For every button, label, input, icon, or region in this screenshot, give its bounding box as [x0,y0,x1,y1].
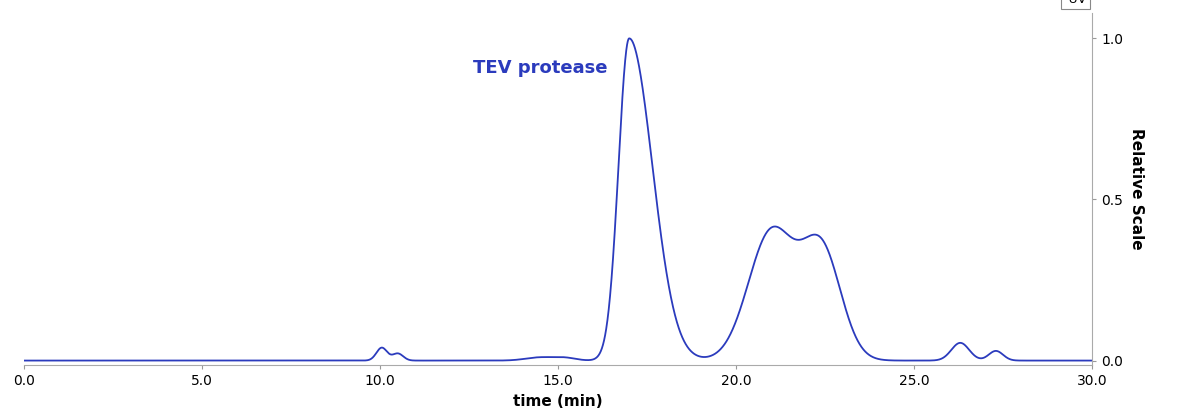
X-axis label: time (min): time (min) [514,394,602,409]
Y-axis label: Relative Scale: Relative Scale [1129,128,1144,250]
Text: TEV protease: TEV protease [473,58,607,76]
Text: -UV: -UV [1064,0,1087,5]
